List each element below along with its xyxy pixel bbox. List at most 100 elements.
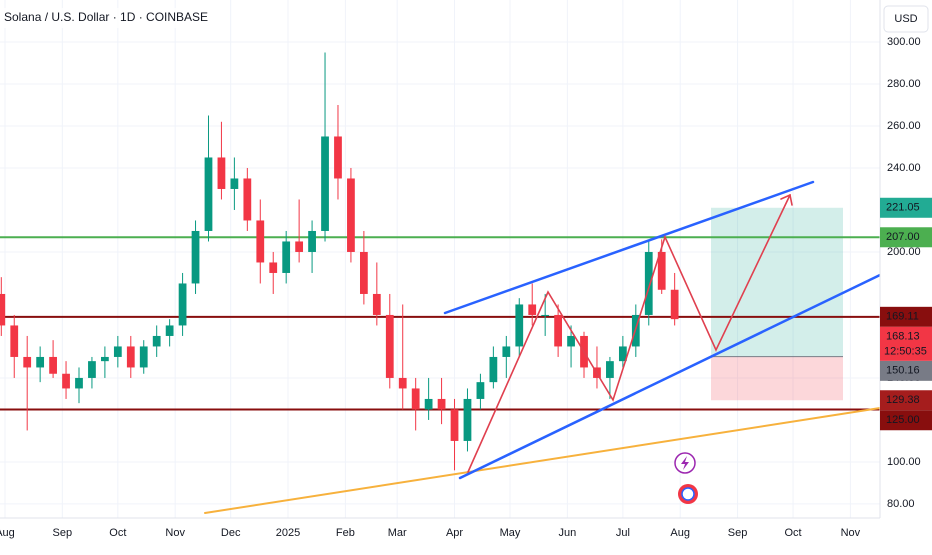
price-badge [880,390,932,411]
candle-body [10,325,19,357]
currency-button[interactable] [883,5,929,33]
target-zone [711,207,843,357]
candle-body [178,283,187,326]
y-tick-label: 240.00 [887,162,921,174]
candle-body [476,382,485,399]
candle-body [618,346,627,362]
price-badge [880,326,932,361]
y-tick-label: 300.00 [887,36,921,48]
economic-icon-inner [681,487,695,501]
currency-label[interactable]: USD [894,13,917,25]
zigzag-path [467,194,791,473]
candle-body [256,220,265,263]
candle-body [191,230,200,284]
candle-body [334,136,342,179]
candle-body [101,356,109,362]
candle-body [75,377,83,389]
candle-body [359,251,368,294]
y-tick-label: 260.00 [887,120,921,132]
candle-body [567,335,575,347]
x-tick-label: Dec [221,527,241,539]
candle-body [113,346,122,357]
x-tick-label: Aug [670,527,690,539]
y-tick-label: 80.00 [887,498,915,510]
candle-body [424,398,433,410]
channel-upper [443,180,815,315]
candle-body [88,361,96,378]
price-badge-label: 221.05 [886,202,920,214]
candle-body [450,409,459,441]
candle-body [152,335,161,347]
candle-body [489,356,498,383]
candle-body [308,230,316,252]
price-badge-label: 169.11 [886,311,919,323]
candle-body [282,241,291,273]
candle-body [230,178,239,189]
candle-body [515,304,524,347]
candle-body [62,373,70,389]
x-tick-label: Mar [388,527,407,539]
candle-body [295,241,304,252]
candle-body [243,178,252,221]
x-tick-label: Feb [336,527,355,539]
countdown: 12:50:35 [884,346,927,358]
y-tick-label: 200.00 [887,246,921,258]
y-tick-label: 280.00 [887,78,921,90]
candle-body [217,157,226,189]
x-tick-label: Jul [616,527,630,539]
event-icons [674,452,698,504]
price-badge-label: 129.38 [886,394,920,406]
candle-body [49,356,57,374]
candle-body [347,178,355,252]
x-tick-label: 2025 [276,527,300,539]
drawings [204,180,882,514]
candle-body [528,304,537,315]
candle-body [411,388,420,410]
price-axis [880,0,932,550]
x-tick-label: Nov [165,527,185,539]
candle-body [554,314,563,347]
header-bg [0,8,180,28]
x-tick-label: May [500,527,521,539]
candle-body [204,157,213,231]
x-tick-label: Apr [446,527,463,539]
candle-body [165,325,174,336]
candle-body [541,314,550,316]
candle-body [269,262,278,273]
candle-body [670,289,679,320]
symbol-title: Solana / U.S. Dollar · 1D · COINBASE [4,10,208,24]
x-tick-label: Sep [728,527,748,539]
candle-body [0,293,6,326]
candle-body [398,377,407,389]
candle-body [644,251,653,315]
price-badge [880,410,932,431]
x-tick-label: Nov [841,527,861,539]
candle-body [437,398,446,410]
candle-body [385,314,394,378]
orange-trendline [204,407,881,514]
candle-body [606,361,614,378]
x-tick-label: Oct [109,527,126,539]
price-badge-label: 207.00 [886,231,920,243]
candle-body [126,346,135,368]
candle-body [36,356,45,368]
candle-body [321,136,329,231]
x-tick-label: Sep [53,527,73,539]
lightning [681,456,689,470]
candle-body [463,398,472,441]
y-tick-label: 100.00 [887,456,921,468]
stop-zone [711,356,843,401]
candle-body [372,293,381,315]
price-badge-label: 125.00 [886,414,920,426]
x-axis: Aug Sep Oct Nov Dec 2025 Feb Mar Apr May Jun Jul Aug… [0,527,861,539]
candle-body [502,346,511,357]
x-tick-label: Oct [784,527,801,539]
levels [0,236,880,411]
price-badge [880,360,932,381]
channel-lower [458,273,882,480]
price-badge-label: 168.13 [886,331,920,343]
candle-body [23,356,32,368]
price-badge [880,197,932,218]
